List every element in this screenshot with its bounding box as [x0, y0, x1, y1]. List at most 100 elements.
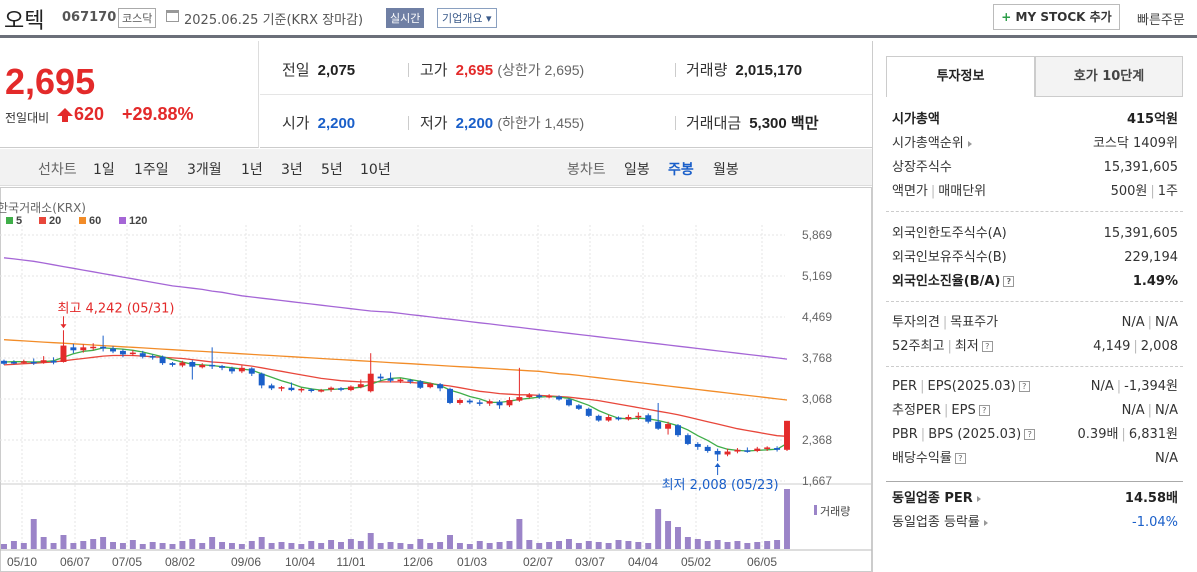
help-icon[interactable]: ? — [1003, 276, 1015, 287]
market-cap-label: 시가총액 — [892, 112, 940, 127]
volume-bar — [675, 527, 681, 549]
legend-label: 20 — [49, 215, 61, 227]
volume-bar — [437, 542, 444, 549]
stock-code: 067170 — [62, 10, 117, 25]
chart-source: 한국거래소(KRX) — [0, 201, 86, 215]
sector-rate-value: -1.04% — [1132, 515, 1178, 530]
candle-body — [347, 386, 354, 391]
stat-high-label: 고가 — [420, 62, 448, 79]
annotation-high-arrowhead — [60, 324, 67, 329]
candle-body — [764, 447, 771, 449]
lower-limit: (하한가 1,455) — [497, 115, 585, 131]
legend-swatch — [119, 217, 126, 224]
period-3m[interactable]: 3개월 — [187, 162, 222, 178]
help-icon[interactable]: ? — [978, 405, 990, 416]
volume-bar — [318, 543, 325, 549]
tab-investment-info[interactable]: 투자정보 — [886, 56, 1035, 97]
volume-bar — [665, 521, 672, 549]
opinion-label: 투자의견 — [892, 315, 940, 330]
candle-body — [595, 415, 602, 421]
help-icon[interactable]: ? — [981, 341, 993, 352]
candle-body — [30, 361, 37, 364]
volume-bar — [615, 540, 622, 549]
candle-body — [625, 417, 632, 420]
period-1d[interactable]: 1일 — [93, 162, 115, 178]
volume-bar — [486, 543, 493, 549]
candle-body — [238, 367, 245, 372]
candle-body — [427, 383, 434, 388]
candle-body — [318, 390, 325, 392]
annotation-low-arrowhead — [714, 463, 721, 468]
info-52w: 52주최고 | 최저? 4,149 | 2,008 — [892, 339, 1178, 354]
candle-daily[interactable]: 일봉 — [624, 162, 650, 178]
pbr-label: PBR — [892, 427, 918, 442]
candle-body — [784, 420, 790, 450]
candle-body — [258, 373, 265, 386]
price-chart[interactable]: 05/10 06/07 07/05 08/02 09/06 10/04 11/01 12/06… — [0, 187, 872, 572]
candle-body — [565, 399, 572, 406]
candle-body — [754, 448, 761, 451]
candle-body — [298, 388, 305, 391]
x-tick-label: 07/05 — [112, 555, 142, 569]
ma5-line — [3, 347, 788, 452]
candle-body — [377, 376, 384, 379]
ma60-line — [3, 339, 788, 401]
volume-bar — [724, 542, 731, 549]
candle-body — [199, 364, 206, 368]
annotation-low: 최저 2,008 (05/23) — [662, 478, 779, 493]
stat-amount-value: 5,300 백만 — [749, 115, 819, 132]
caret-right-icon — [976, 495, 981, 502]
volume-bar — [90, 539, 97, 549]
period-1w[interactable]: 1주일 — [134, 162, 169, 178]
volume-bar — [248, 541, 255, 549]
period-1y[interactable]: 1년 — [241, 162, 263, 178]
up-arrow-icon — [57, 108, 73, 122]
period-3y[interactable]: 3년 — [281, 162, 303, 178]
y-tick-label: 2,368 — [802, 433, 832, 447]
corp-info-dropdown[interactable]: 기업개요 ▾ — [437, 8, 497, 28]
foreign-limit-value: 15,391,605 — [1103, 226, 1178, 241]
info-market-cap: 시가총액 415억원 — [892, 109, 1178, 131]
volume-bar — [169, 544, 176, 549]
candle-body — [70, 347, 77, 351]
help-icon[interactable]: ? — [1018, 381, 1030, 392]
volume-bar — [70, 543, 77, 549]
candle-weekly[interactable]: 주봉 — [668, 162, 694, 178]
quick-order-link[interactable]: 빠른주문 — [1137, 13, 1185, 28]
volume-bar — [605, 543, 612, 549]
dividend-label: 배당수익률 — [892, 451, 952, 466]
candle-body — [556, 396, 563, 400]
volume-bar — [268, 543, 275, 549]
candle-body — [248, 368, 255, 374]
stat-amount-label: 거래대금 — [686, 115, 742, 132]
volume-bar — [10, 541, 17, 549]
price-stats: 전일 2,075 고가 2,695 (상한가 2,695) 거래량 2,015,170… — [260, 41, 872, 148]
volume-bar — [228, 543, 235, 549]
tab-orderbook[interactable]: 호가 10단계 — [1035, 56, 1183, 97]
target-label: 목표주가 — [950, 315, 999, 330]
period-10y[interactable]: 10년 — [360, 162, 391, 178]
volume-bar — [338, 542, 344, 549]
volume-bar — [704, 541, 711, 549]
candle-body — [456, 400, 463, 403]
volume-bar — [149, 542, 156, 549]
stat-amount: 거래대금 5,300 백만 — [686, 112, 819, 133]
x-tick-label: 05/02 — [681, 555, 711, 569]
candle-body — [268, 385, 275, 389]
candle-body — [615, 417, 622, 420]
add-mystock-button[interactable]: + MY STOCK 추가 — [993, 4, 1120, 30]
period-5y[interactable]: 5년 — [321, 162, 343, 178]
help-icon[interactable]: ? — [1024, 429, 1036, 440]
cap-rank-value: 코스닥 1409위 — [1092, 136, 1178, 151]
x-tick-label: 08/02 — [165, 555, 195, 569]
volume-bar — [655, 509, 662, 549]
candle-body — [149, 356, 156, 358]
candle-monthly[interactable]: 월봉 — [713, 162, 739, 178]
realtime-button[interactable]: 실시간 — [386, 8, 425, 28]
volume-bar — [516, 519, 523, 549]
volume-bar — [328, 540, 335, 549]
candle-body — [585, 408, 592, 416]
candle-body — [129, 352, 136, 355]
candle-body — [526, 395, 533, 398]
help-icon[interactable]: ? — [954, 453, 966, 464]
